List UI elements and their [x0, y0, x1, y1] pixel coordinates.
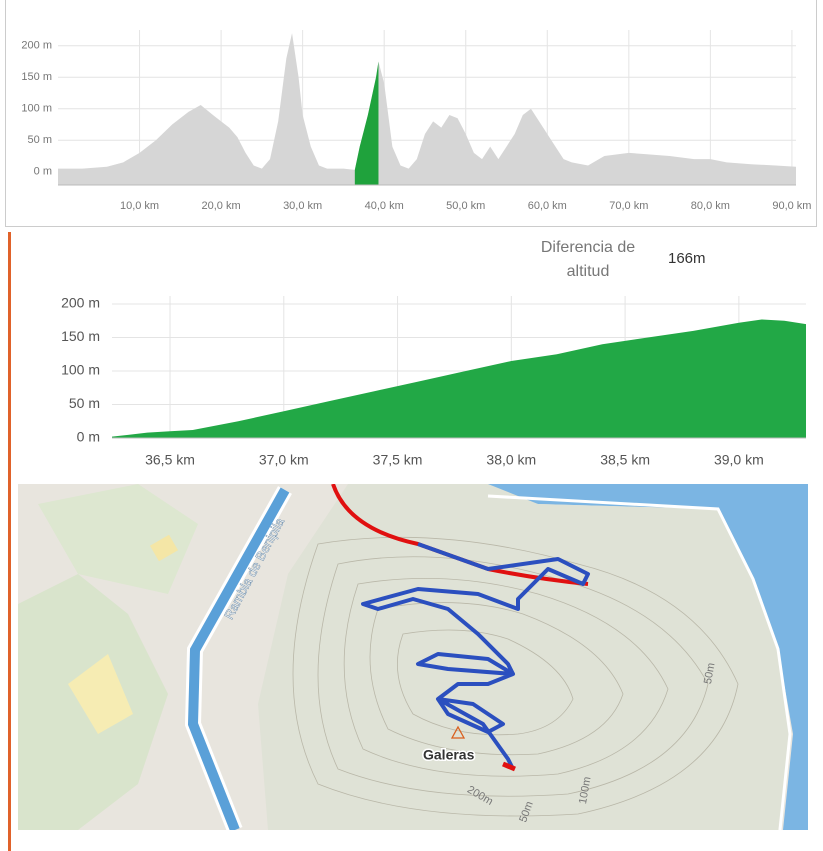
map-sea: [473, 484, 808, 830]
map: Galeras Rambla de Benipila 200m 100m 50m…: [18, 484, 808, 830]
y-tick-label: 0 m: [34, 166, 52, 178]
x-tick-label: 30,0 km: [283, 200, 322, 212]
x-tick-label: 20,0 km: [202, 200, 241, 212]
overview-chart: 0 m 50 m 100 m 150 m 200 m 10,0 km 20,0 km 30,0…: [21, 30, 811, 212]
peak-icon: [450, 725, 466, 739]
altitude-difference-value: 166m: [668, 250, 706, 267]
coast-road: [487, 494, 792, 830]
y-tick-label: 200 m: [21, 40, 52, 52]
x-tick-label: 80,0 km: [691, 200, 730, 212]
elevation-area: [112, 319, 806, 438]
route-end: [502, 761, 516, 772]
map-field: [149, 534, 179, 562]
x-tick-label: 39,0 km: [714, 452, 764, 468]
overview-panel: 0 m 50 m 100 m 150 m 200 m 10,0 km 20,0 km 30,0…: [5, 0, 817, 227]
x-tick-label: 36,5 km: [145, 452, 195, 468]
x-tick-label: 38,5 km: [600, 452, 650, 468]
y-tick-label: 100 m: [61, 362, 100, 378]
x-tick-label: 10,0 km: [120, 200, 159, 212]
altitude-difference-label: Diferencia de altitud: [540, 239, 636, 280]
y-tick-label: 50 m: [69, 395, 100, 411]
y-tick-label: 150 m: [61, 328, 100, 344]
x-tick-label: 50,0 km: [446, 200, 485, 212]
x-tick-label: 40,0 km: [365, 200, 404, 212]
contour-label: 100m: [577, 776, 594, 805]
x-tick-label: 90,0 km: [772, 200, 811, 212]
map-hill: [258, 484, 790, 830]
x-tick-label: 70,0 km: [609, 200, 648, 212]
map-field: [68, 654, 133, 734]
x-tick-label: 37,0 km: [259, 452, 309, 468]
map-park: [38, 484, 198, 594]
peak-label: Galeras: [423, 747, 475, 763]
x-tick-label: 60,0 km: [528, 200, 567, 212]
map-contours: [292, 536, 739, 817]
detail-chart: 0 m 50 m 100 m 150 m 200 m 36,5 km 37,0 km 37,5…: [61, 295, 806, 468]
y-tick-label: 150 m: [21, 71, 52, 83]
y-tick-label: 100 m: [21, 103, 52, 115]
x-tick-label: 38,0 km: [486, 452, 536, 468]
selection-bar: [8, 232, 11, 851]
contour-label: 50m: [702, 662, 718, 685]
elevation-area: [58, 33, 796, 185]
y-tick-label: 50 m: [28, 134, 52, 146]
x-tick-label: 37,5 km: [373, 452, 423, 468]
elevation-area: [354, 61, 379, 185]
canal: [187, 487, 290, 830]
y-tick-label: 200 m: [61, 295, 100, 311]
route-blue: [361, 542, 590, 770]
y-tick-label: 0 m: [77, 429, 100, 445]
